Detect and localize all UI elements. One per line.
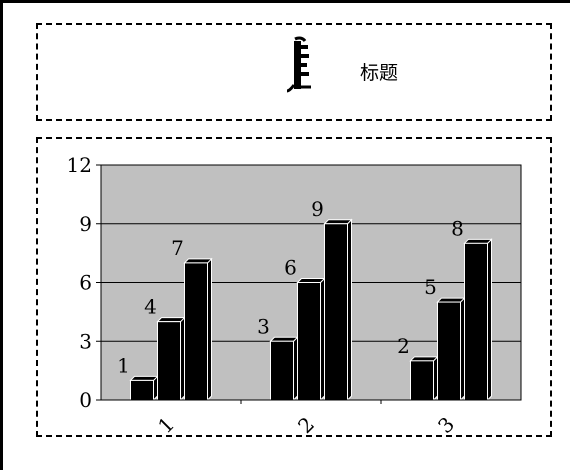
y-tick-label: 3 (79, 329, 92, 353)
bar-top (323, 219, 353, 225)
bar-top (269, 336, 299, 342)
data-label: 6 (284, 256, 297, 280)
bar-top (409, 356, 439, 362)
bar (437, 301, 461, 401)
bar (157, 321, 181, 401)
x-tick-label: 1 (153, 412, 179, 438)
bar-side (347, 218, 352, 402)
plot-border (100, 164, 522, 401)
x-tick-label: 3 (433, 412, 459, 438)
bar (270, 340, 294, 401)
bar-side (320, 277, 325, 402)
bar-top (183, 258, 213, 264)
bar-top (436, 297, 466, 303)
y-tick-label: 12 (67, 153, 92, 177)
data-label: 7 (171, 236, 184, 260)
data-label: 4 (144, 295, 157, 319)
mongolian-title-glyph (286, 36, 311, 93)
y-tick-label: 6 (79, 271, 92, 295)
bar-top (156, 317, 186, 323)
bar (130, 379, 154, 401)
bar-side (180, 316, 185, 402)
y-tick-label: 0 (79, 388, 92, 412)
bar-side (433, 355, 438, 402)
chart-title: 标题 (360, 62, 399, 84)
data-label: 5 (424, 275, 437, 299)
bar-side (293, 336, 298, 402)
bar-side (207, 257, 212, 402)
bar-top (296, 278, 326, 283)
bar-side (460, 296, 465, 402)
bar-top (463, 238, 493, 244)
data-label: 9 (311, 197, 324, 221)
bar (464, 242, 488, 401)
bar (410, 360, 434, 401)
data-label: 1 (117, 353, 130, 377)
y-tick-label: 9 (79, 212, 92, 236)
data-label: 3 (257, 314, 270, 338)
bar-chart: 0 3 6 9 12 1 4 7 1 3 6 9 2 2 5 8 3 (67, 153, 522, 438)
x-tick-label: 2 (293, 412, 319, 438)
data-label: 8 (451, 216, 464, 240)
title-area[interactable]: 标题 (36, 23, 552, 121)
bar (184, 262, 208, 401)
bar-top (129, 375, 159, 381)
bar (324, 223, 348, 401)
chart-area[interactable]: 0 3 6 9 12 1 4 7 1 3 6 9 2 2 5 8 3 (36, 137, 552, 438)
bar-side (487, 238, 492, 402)
bar (297, 282, 321, 401)
data-label: 2 (397, 334, 410, 358)
